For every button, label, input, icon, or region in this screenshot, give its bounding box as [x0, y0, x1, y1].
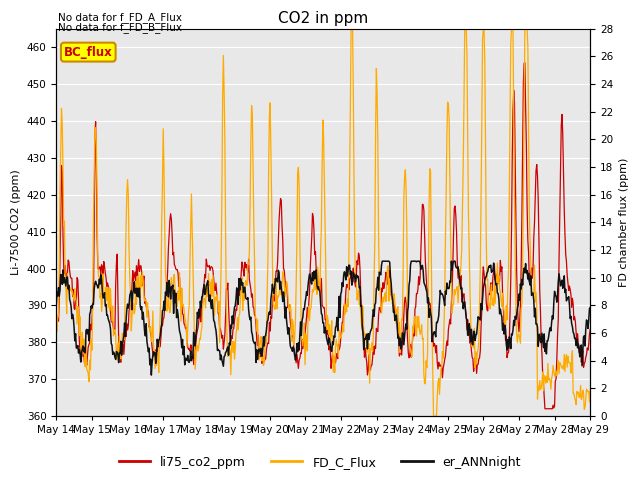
Text: No data for f_FD_B_Flux: No data for f_FD_B_Flux [58, 22, 182, 33]
Legend: li75_co2_ppm, FD_C_Flux, er_ANNnight: li75_co2_ppm, FD_C_Flux, er_ANNnight [114, 451, 526, 474]
Y-axis label: Li-7500 CO2 (ppm): Li-7500 CO2 (ppm) [12, 169, 21, 276]
Text: BC_flux: BC_flux [64, 46, 113, 59]
Text: No data for f_FD_A_Flux: No data for f_FD_A_Flux [58, 12, 182, 23]
Y-axis label: FD chamber flux (ppm): FD chamber flux (ppm) [619, 158, 628, 287]
Title: CO2 in ppm: CO2 in ppm [278, 11, 369, 26]
